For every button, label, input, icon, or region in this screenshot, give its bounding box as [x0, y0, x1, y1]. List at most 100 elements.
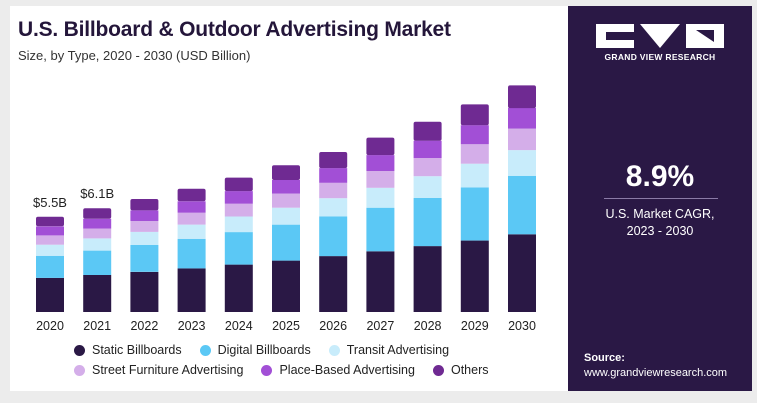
bar-segment-transit-advertising-2022: [130, 231, 159, 245]
bar-segment-digital-billboards-2021: [83, 250, 112, 275]
x-tick-label: 2026: [319, 319, 347, 333]
bar-segment-place-based-advertising-2023: [177, 201, 206, 213]
bar-segment-transit-advertising-2025: [272, 207, 300, 225]
legend-swatch: [432, 364, 444, 376]
legend-label: Others: [450, 363, 489, 377]
bar-segment-others-2021: [83, 208, 112, 219]
bar-segment-place-based-advertising-2026: [319, 168, 348, 183]
bar-segment-transit-advertising-2026: [319, 198, 348, 217]
x-tick-label: 2027: [366, 319, 394, 333]
bar-segment-static-billboards-2029: [460, 240, 489, 312]
legend-item-street-furniture: Street Furniture Advertising: [74, 363, 243, 377]
bar-segment-street-furniture-advertising-2021: [83, 228, 112, 239]
chart-subtitle: Size, by Type, 2020 - 2030 (USD Billion): [18, 48, 251, 63]
bar-segment-place-based-advertising-2021: [83, 218, 112, 229]
legend-item-digital-billboards: Digital Billboards: [199, 343, 311, 357]
bar-segment-digital-billboards-2027: [366, 207, 395, 252]
x-tick-label: 2022: [130, 319, 158, 333]
bar-segment-others-2027: [366, 137, 395, 156]
legend-label: Place-Based Advertising: [279, 363, 415, 377]
chart-legend: Static Billboards Digital Billboards Tra…: [74, 343, 534, 383]
grand-view-research-logo: [596, 24, 724, 48]
source-link[interactable]: www.grandviewresearch.com: [584, 367, 728, 379]
bar-segment-transit-advertising-2027: [366, 187, 395, 208]
bar-segment-digital-billboards-2022: [130, 245, 159, 272]
bar-segment-transit-advertising-2028: [413, 176, 442, 198]
bar-segment-static-billboards-2027: [366, 251, 395, 312]
legend-swatch: [74, 364, 85, 376]
legend-swatch: [261, 364, 273, 376]
bar-segment-static-billboards-2030: [508, 234, 536, 312]
bar-segment-static-billboards-2024: [224, 264, 253, 312]
bar-segment-transit-advertising-2021: [83, 238, 112, 251]
bar-segment-transit-advertising-2024: [224, 216, 253, 233]
bar-segment-others-2030: [508, 85, 536, 109]
x-tick-label: 2029: [461, 319, 489, 333]
bar-segment-digital-billboards-2020: [36, 255, 64, 278]
bar-segment-digital-billboards-2030: [508, 175, 536, 235]
bar-segment-digital-billboards-2026: [319, 216, 348, 257]
x-tick-label: 2024: [225, 319, 253, 333]
legend-row: Static Billboards Digital Billboards Tra…: [74, 343, 534, 357]
bar-segment-place-based-advertising-2024: [224, 191, 253, 204]
bar-segment-street-furniture-advertising-2024: [224, 203, 253, 217]
cagr-value: 8.9%: [625, 160, 695, 193]
bar-segment-others-2023: [177, 188, 206, 202]
bar-segment-transit-advertising-2023: [177, 224, 206, 239]
cagr-label-line-2: 2023 - 2030: [626, 224, 694, 238]
bar-segment-static-billboards-2021: [83, 275, 112, 312]
bar-segment-transit-advertising-2020: [36, 244, 64, 256]
legend-row: Street Furniture Advertising Place-Based…: [74, 363, 534, 377]
bar-segment-place-based-advertising-2030: [508, 108, 536, 129]
legend-item-place-based: Place-Based Advertising: [261, 363, 415, 377]
bar-segment-others-2025: [272, 165, 300, 180]
bar-segment-place-based-advertising-2027: [366, 155, 395, 171]
brand-name: GRAND VIEW RESEARCH: [604, 52, 716, 62]
bar-segment-digital-billboards-2029: [460, 187, 489, 241]
bar-segment-place-based-advertising-2020: [36, 226, 64, 236]
bar-segment-place-based-advertising-2028: [413, 140, 442, 158]
legend-item-static-billboards: Static Billboards: [74, 343, 182, 357]
x-tick-label: 2023: [178, 319, 206, 333]
bar-segment-transit-advertising-2030: [508, 150, 536, 176]
source-label: Source:: [584, 352, 625, 364]
bar-segment-street-furniture-advertising-2030: [508, 128, 536, 151]
bar-segment-street-furniture-advertising-2025: [272, 193, 300, 208]
x-tick-label: 2021: [83, 319, 111, 333]
bar-segment-others-2026: [319, 152, 348, 169]
legend-label: Static Billboards: [92, 343, 182, 357]
stacked-bar-chart: 2020 $5.5B 2021 $6.1B 2022 2023 2024 2025 2026 20…: [33, 85, 536, 333]
bar-segment-static-billboards-2028: [413, 246, 442, 312]
bar-segment-place-based-advertising-2022: [130, 210, 159, 221]
x-tick-label: 2030: [508, 319, 536, 333]
bar-segment-digital-billboards-2028: [413, 198, 442, 247]
chart-title: U.S. Billboard & Outdoor Advertising Mar…: [18, 18, 451, 41]
legend-swatch: [74, 344, 85, 356]
bar-segment-others-2020: [36, 216, 64, 227]
bar-segment-place-based-advertising-2029: [460, 125, 489, 145]
legend-label: Digital Billboards: [217, 343, 311, 357]
bar-segment-others-2028: [413, 121, 442, 141]
bar-segment-street-furniture-advertising-2020: [36, 235, 64, 245]
data-label-2021: $6.1B: [80, 186, 114, 201]
x-tick-label: 2028: [414, 319, 442, 333]
bar-segment-street-furniture-advertising-2022: [130, 221, 159, 232]
legend-swatch: [328, 344, 340, 356]
bar-segment-others-2024: [224, 177, 253, 192]
data-label-2020: $5.5B: [33, 195, 67, 210]
bar-segment-others-2022: [130, 199, 159, 211]
bar-segment-street-furniture-advertising-2023: [177, 212, 206, 225]
x-tick-label: 2020: [36, 319, 64, 333]
bar-segment-digital-billboards-2023: [177, 238, 206, 269]
bar-segment-static-billboards-2026: [319, 256, 348, 312]
bar-segment-street-furniture-advertising-2026: [319, 182, 348, 199]
bar-segment-static-billboards-2023: [177, 268, 206, 312]
bar-segment-street-furniture-advertising-2029: [460, 144, 489, 164]
bar-segment-static-billboards-2022: [130, 271, 159, 312]
bar-segment-static-billboards-2020: [36, 277, 64, 312]
bar-segment-digital-billboards-2024: [224, 232, 253, 265]
legend-label: Transit Advertising: [346, 343, 450, 357]
legend-item-transit-advertising: Transit Advertising: [328, 343, 450, 357]
bar-segment-place-based-advertising-2025: [272, 180, 300, 194]
